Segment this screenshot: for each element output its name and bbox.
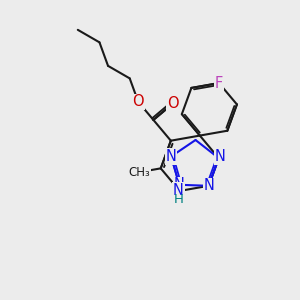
Text: O: O [167,96,178,111]
Text: N: N [166,149,177,164]
Text: O: O [133,94,144,110]
Text: CH₃: CH₃ [128,166,150,179]
Text: F: F [215,76,223,91]
Text: N: N [215,149,226,164]
Text: N: N [203,178,214,193]
Text: N: N [173,183,184,198]
Text: N: N [174,177,185,192]
Text: H: H [173,193,183,206]
